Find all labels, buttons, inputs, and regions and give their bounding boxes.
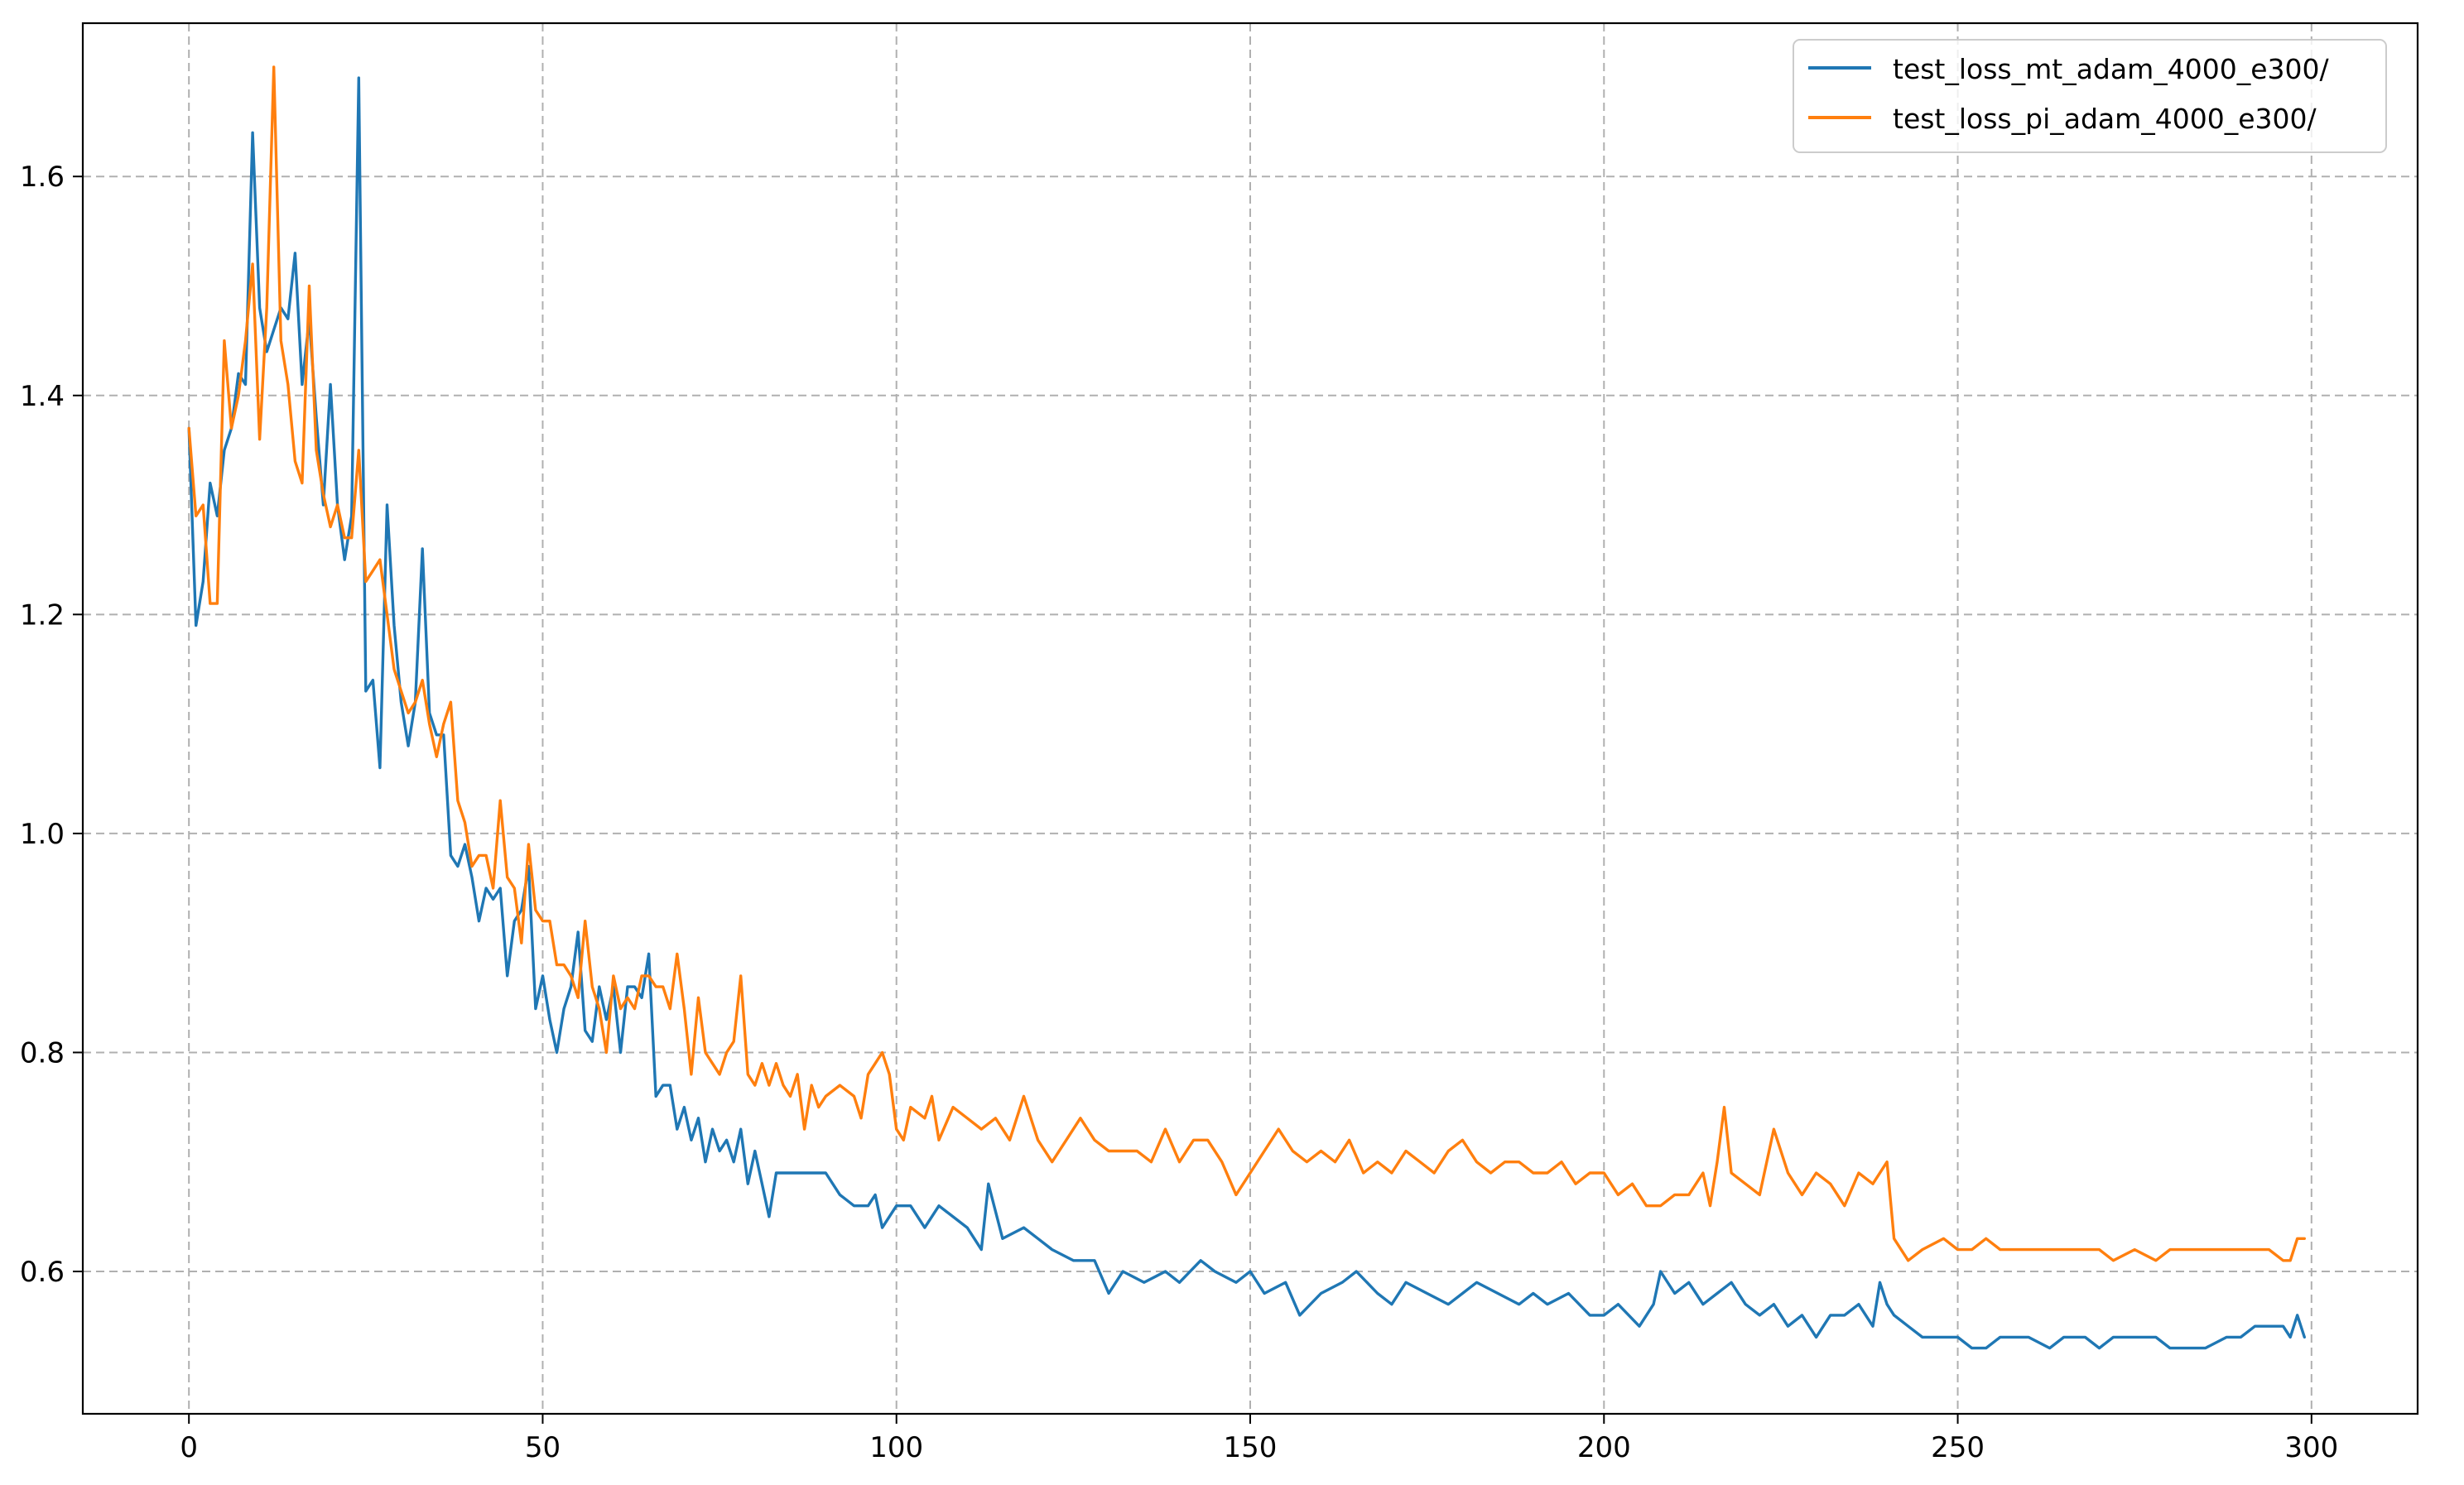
x-tick-label: 100 bbox=[869, 1431, 923, 1464]
y-tick-label: 0.6 bbox=[20, 1256, 65, 1289]
x-tick-label: 200 bbox=[1577, 1431, 1631, 1464]
y-tick-label: 0.8 bbox=[20, 1036, 65, 1069]
x-axis: 0 50 100 150 200 250 300 bbox=[180, 1414, 2338, 1464]
series-line-pi bbox=[187, 65, 2307, 1262]
y-tick-label: 1.6 bbox=[20, 161, 65, 194]
y-axis: 0.6 0.8 1.0 1.2 1.4 1.6 bbox=[20, 161, 83, 1289]
legend-box bbox=[1793, 39, 2387, 153]
y-tick-label: 1.0 bbox=[20, 818, 65, 851]
x-tick-label: 300 bbox=[2284, 1431, 2338, 1464]
x-tick-label: 0 bbox=[180, 1431, 198, 1464]
y-tick-label: 1.2 bbox=[20, 598, 65, 632]
series-lines bbox=[187, 65, 2307, 1350]
x-tick-label: 150 bbox=[1224, 1431, 1278, 1464]
legend-label-pi: test_loss_pi_adam_4000_e300/ bbox=[1893, 103, 2317, 135]
x-tick-label: 250 bbox=[1931, 1431, 1985, 1464]
legend-label-mt: test_loss_mt_adam_4000_e300/ bbox=[1893, 53, 2330, 85]
x-tick-label: 50 bbox=[525, 1431, 561, 1464]
grid-lines bbox=[83, 23, 2418, 1414]
legend[interactable]: test_loss_mt_adam_4000_e300/ test_loss_p… bbox=[1793, 39, 2387, 153]
y-tick-label: 1.4 bbox=[20, 380, 65, 413]
series-line-mt bbox=[187, 76, 2307, 1350]
